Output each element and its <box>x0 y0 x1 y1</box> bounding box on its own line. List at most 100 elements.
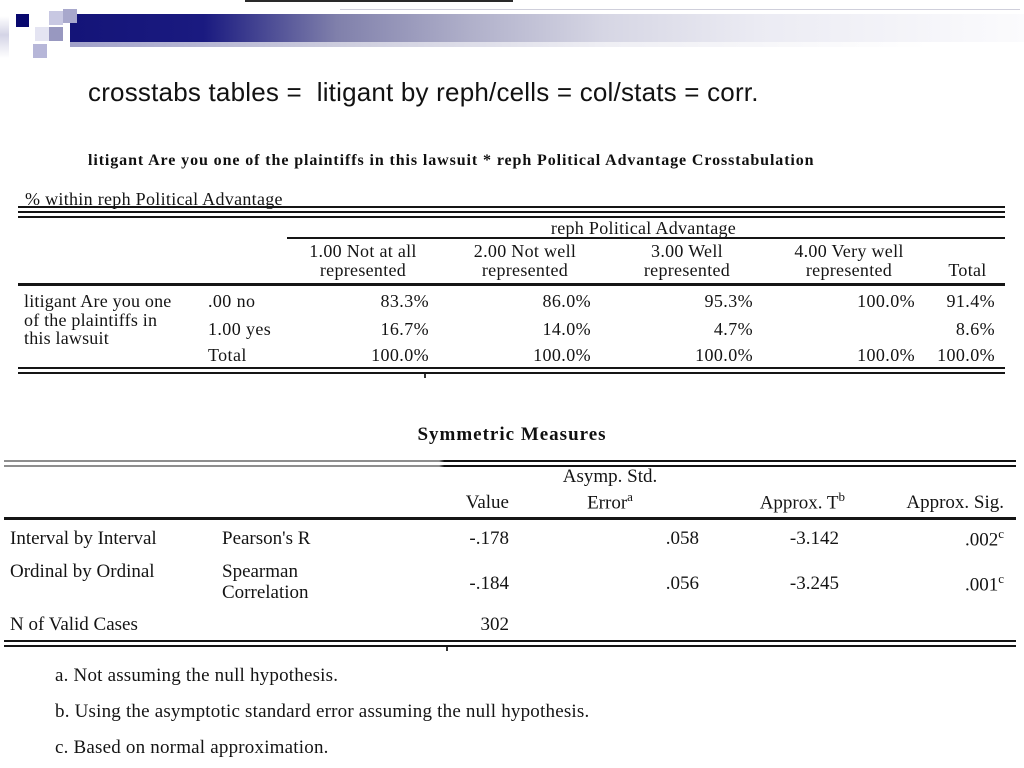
header-approx-t: Approx. Tb <box>705 487 845 513</box>
sig-value: .002 <box>964 529 999 551</box>
crosstab-col-header: 1.00 Not at all represented <box>282 242 444 280</box>
mosaic-square-light <box>49 11 63 25</box>
symmetric-measures-title: Symmetric Measures <box>417 424 607 445</box>
cell-value: 4.7% <box>713 318 753 339</box>
row-label: .00 no <box>208 290 256 311</box>
col-header-line2: represented <box>319 260 407 280</box>
sig-value: .001 <box>964 574 999 596</box>
crosstab-col-header-total: Total <box>948 260 987 280</box>
cell-approx-t: -3.142 <box>789 528 839 549</box>
cell-value: 14.0% <box>542 318 591 339</box>
measure-group-label: N of Valid Cases <box>10 614 138 635</box>
crosstab-column-header-row: 1.00 Not at all represented 2.00 Not wel… <box>18 240 1005 282</box>
measure-group-label: Interval by Interval <box>10 528 157 549</box>
crosstab-spanner-header: reph Political Advantage <box>550 218 737 238</box>
crosstab-col-header: 4.00 Very well represented <box>768 242 930 280</box>
cell-error: .056 <box>665 572 699 594</box>
measure-group-label: Ordinal by Ordinal <box>10 561 155 582</box>
footnote-c: c. Based on normal approximation. <box>55 737 329 758</box>
crosstab-row-yes: 1.00 yes 16.7% 14.0% 4.7% 8.6% <box>208 315 1005 343</box>
banner-gradient-fade <box>70 42 1024 47</box>
cell-value: 8.6% <box>955 318 995 339</box>
banner-top-edge-line <box>340 9 1020 10</box>
banner-left-strip <box>0 16 9 58</box>
row-group-line1: litigant Are you one <box>24 291 172 311</box>
slide-title: crosstabs tables = litigant by reph/cell… <box>88 77 759 107</box>
cell-value: 100.0% <box>937 344 995 365</box>
crosstab-header-bottom-border <box>18 283 1005 286</box>
footnote-marker-a: a <box>627 489 633 504</box>
row-label: 1.00 yes <box>208 318 272 339</box>
symmetric-border-tick <box>446 647 448 651</box>
crosstab-border-tick <box>424 374 426 378</box>
cell-value: 100.0% <box>371 344 429 365</box>
cell-value: 91.4% <box>946 290 995 311</box>
symmetric-top-border-line2 <box>4 465 1016 467</box>
mosaic-square-slate <box>49 27 63 41</box>
row-group-line2: of the plaintiffs in <box>24 309 158 330</box>
cell-value: 16.7% <box>380 318 429 339</box>
header-asymp-std-error: Asymp. Std. Errora <box>515 467 705 513</box>
cell-value: 83.3% <box>380 290 429 311</box>
footnote-marker-b: b <box>838 489 846 504</box>
col-header-line2: represented <box>805 260 893 280</box>
header-approx-sig: Approx. Sig. <box>906 492 1004 514</box>
measure-label-line2: Correlation <box>222 582 309 603</box>
cell-value: -.178 <box>469 528 509 549</box>
crosstab-caption-underline <box>18 206 1005 208</box>
col-header-line1: 3.00 Well <box>651 241 723 261</box>
crosstab-bottom-double-border <box>18 367 1005 374</box>
crosstab-caption: % within reph Political Advantage <box>25 189 283 209</box>
header-asymp-line2: Errora <box>515 487 705 513</box>
header-value: Value <box>465 492 509 514</box>
crosstab-body: litigant Are you one of the plaintiffs i… <box>18 287 1005 367</box>
footnote-marker-c: c <box>998 570 1004 586</box>
crosstab-row-total: Total 100.0% 100.0% 100.0% 100.0% 100.0% <box>208 343 1005 367</box>
crosstab-top-double-border <box>18 211 1005 218</box>
symmetric-row-n-valid: N of Valid Cases 302 <box>4 610 1016 640</box>
cell-value: 95.3% <box>704 290 753 311</box>
col-header-line2: represented <box>643 260 731 280</box>
col-header-line1: 1.00 Not at all <box>309 241 417 261</box>
header-error-text: Error <box>587 492 628 514</box>
mosaic-square-lavender <box>33 44 47 58</box>
crosstab-row-no: .00 no 83.3% 86.0% 95.3% 100.0% 91.4% <box>208 287 1005 315</box>
header-asymp-line1: Asymp. Std. <box>562 466 658 487</box>
cell-value: 86.0% <box>542 290 591 311</box>
header-approx-t-text: Approx. T <box>759 492 839 514</box>
cell-error: .058 <box>665 528 699 549</box>
mosaic-square-pale <box>35 27 49 41</box>
symmetric-header-bottom-border <box>4 517 1016 520</box>
measure-label-line1: Spearman <box>222 561 298 582</box>
cell-approx-t: -3.245 <box>789 572 839 594</box>
banner-gradient-bar <box>70 14 1024 42</box>
cell-value: 100.0% <box>695 344 753 365</box>
measure-label: Pearson's R <box>222 528 311 549</box>
measure-label: Spearman Correlation <box>222 557 360 610</box>
col-header-line1: 4.00 Very well <box>794 241 904 261</box>
col-header-line1: 2.00 Not well <box>473 241 577 261</box>
symmetric-row-ordinal: Ordinal by Ordinal Spearman Correlation … <box>4 557 1016 610</box>
cell-value: 100.0% <box>533 344 591 365</box>
cell-approx-sig: .002c <box>845 526 1016 551</box>
cell-value: 302 <box>480 614 510 635</box>
crosstab-spanner-underline <box>287 237 1005 239</box>
footnote-marker-c: c <box>998 526 1004 542</box>
symmetric-header-row: Value Asymp. Std. Errora Approx. Tb Appr… <box>4 467 1016 517</box>
crosstab-row-group-label: litigant Are you one of the plaintiffs i… <box>24 292 171 348</box>
symmetric-top-border-line1 <box>4 460 1016 462</box>
col-header-line2: represented <box>481 260 569 280</box>
cell-approx-sig: .001c <box>845 571 1016 596</box>
footnote-a: a. Not assuming the null hypothesis. <box>55 665 339 686</box>
mosaic-square-medium <box>63 9 77 23</box>
cell-value: -.184 <box>469 572 509 594</box>
slide-edge-line <box>245 0 513 2</box>
crosstab-col-header: 2.00 Not well represented <box>444 242 606 280</box>
crosstab-title: litigant Are you one of the plaintiffs i… <box>88 152 815 169</box>
mosaic-square-dark <box>16 14 29 27</box>
row-group-line3: this lawsuit <box>24 328 109 348</box>
row-label: Total <box>208 344 247 365</box>
cell-value: 100.0% <box>857 344 915 365</box>
symmetric-row-interval: Interval by Interval Pearson's R -.178 .… <box>4 521 1016 557</box>
crosstab-col-header: 3.00 Well represented <box>606 242 768 280</box>
